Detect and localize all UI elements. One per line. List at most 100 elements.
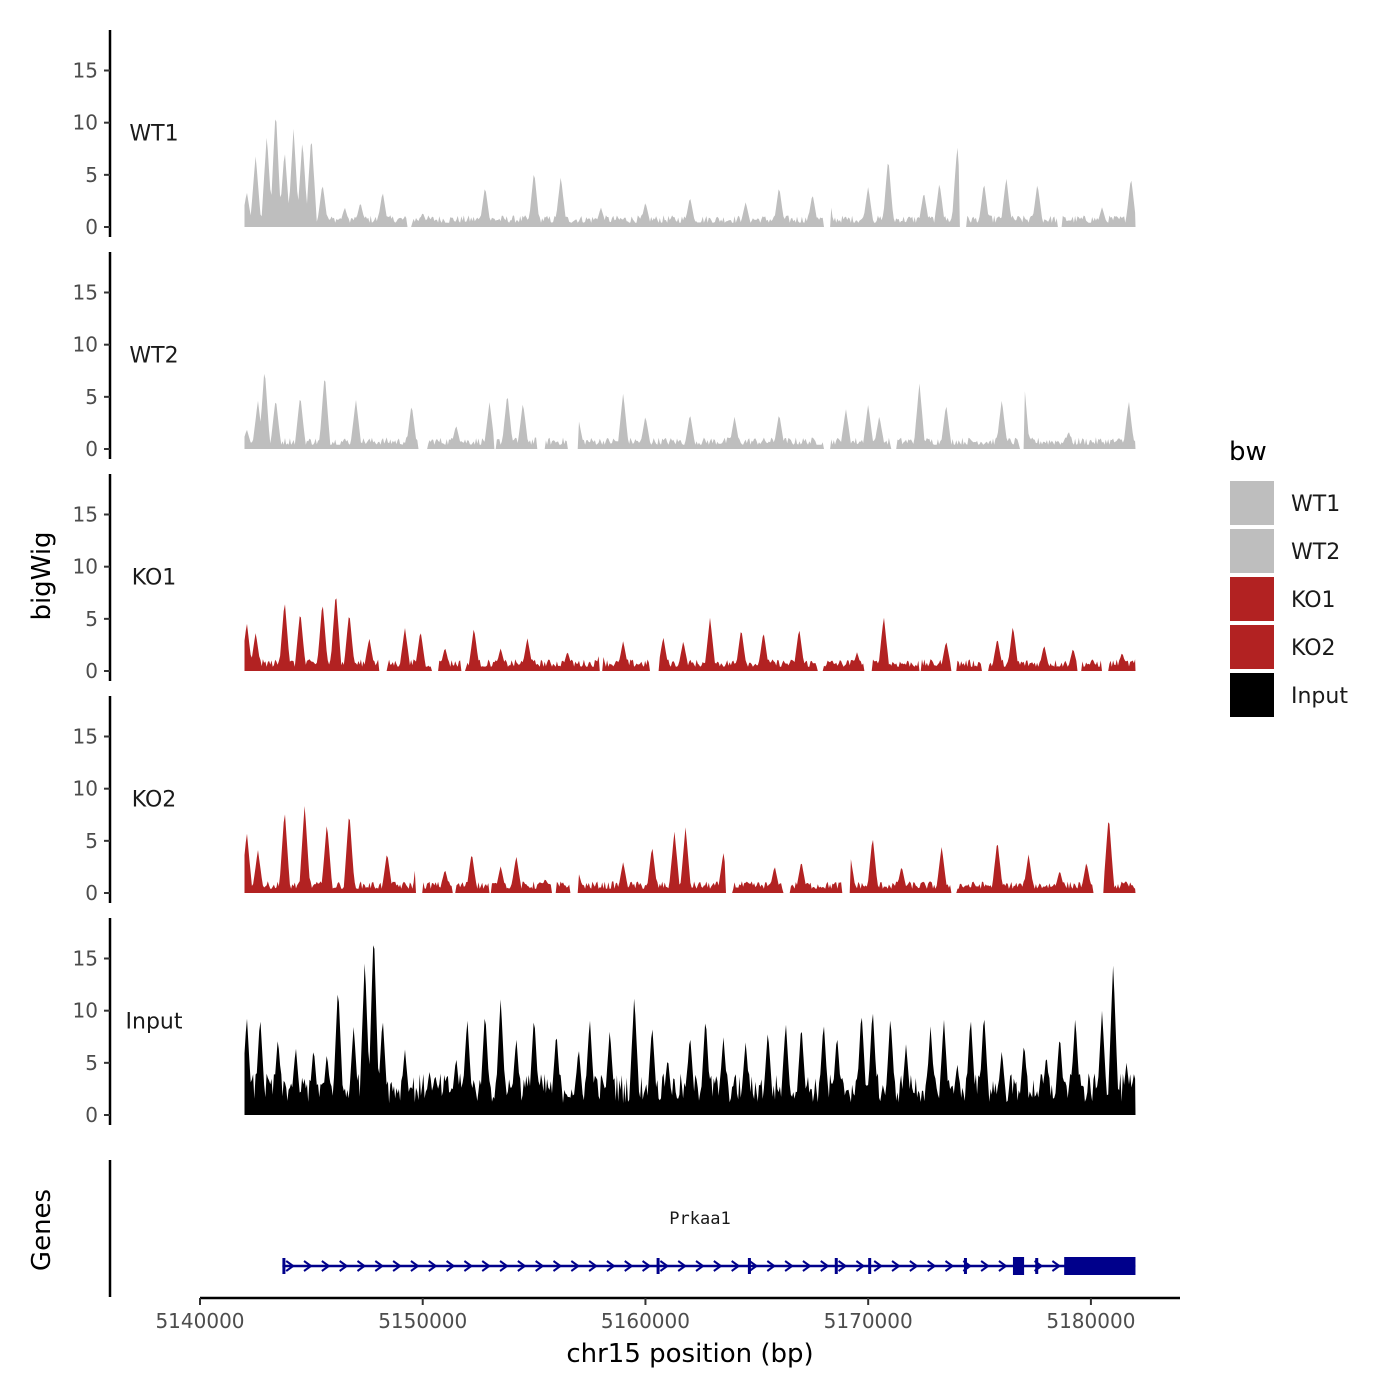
strand-arrow-icon — [463, 1260, 474, 1272]
track-label-wt1: WT1 — [129, 121, 178, 146]
strand-arrow-icon — [1051, 1260, 1062, 1272]
x-tick-label: 5170000 — [824, 1309, 913, 1333]
strand-arrow-icon — [481, 1260, 491, 1272]
legend-swatch-wt1 — [1228, 479, 1276, 527]
y-tick-label: 10 — [73, 999, 98, 1023]
genes-track-title: Genes — [27, 1189, 57, 1271]
strand-arrow-icon — [766, 1260, 777, 1272]
strand-arrow-icon — [285, 1260, 295, 1272]
y-tick-label: 15 — [73, 503, 98, 527]
strand-arrow-icon — [428, 1260, 438, 1272]
strand-arrow-icon — [837, 1260, 848, 1272]
strand-arrow-icon — [641, 1260, 652, 1272]
strand-arrow-icon — [731, 1260, 741, 1272]
strand-arrow-icon — [517, 1260, 527, 1272]
strand-arrow-icon — [855, 1260, 866, 1272]
y-axis-title: bigWig — [27, 531, 57, 620]
strand-arrow-icon — [748, 1260, 759, 1272]
strand-arrow-icon — [374, 1260, 385, 1272]
legend-swatch-ko2 — [1228, 623, 1276, 671]
track-label-ko1: KO1 — [132, 565, 177, 590]
strand-arrow-icon — [392, 1260, 402, 1272]
track-input: 0 5 10 15 Input — [73, 918, 1136, 1127]
y-tick-label: 5 — [85, 1051, 98, 1075]
x-tick-label: 5150000 — [378, 1309, 467, 1333]
strand-arrow-icon — [659, 1260, 670, 1272]
x-tick-label: 5160000 — [601, 1309, 690, 1333]
strand-arrow-icon — [499, 1260, 509, 1272]
x-tick-label: 5140000 — [155, 1309, 244, 1333]
gene-exon — [656, 1258, 660, 1274]
y-tick-label: 0 — [85, 215, 98, 239]
legend-swatch-input — [1228, 671, 1276, 719]
y-tick-label: 15 — [73, 281, 98, 305]
y-tick-label: 10 — [73, 111, 98, 135]
strand-arrow-icon — [410, 1260, 420, 1272]
strand-arrow-icon — [570, 1260, 581, 1272]
strand-arrow-icon — [321, 1260, 331, 1272]
strand-arrow-icon — [820, 1260, 830, 1272]
track-ko2: 0 5 10 15 KO2 — [73, 696, 1136, 905]
legend-label-ko1: KO1 — [1291, 588, 1336, 613]
signal-area-wt2 — [244, 373, 1136, 449]
strand-arrow-icon — [927, 1260, 937, 1272]
legend-swatch-ko1 — [1228, 575, 1276, 623]
strand-arrow-icon — [677, 1260, 687, 1272]
y-tick-label: 5 — [85, 607, 98, 631]
track-wt1: 0 5 10 15 WT1 — [73, 30, 1136, 239]
strand-arrow-icon — [944, 1260, 955, 1272]
legend-title: bw — [1229, 437, 1267, 467]
legend-label-ko2: KO2 — [1291, 636, 1336, 661]
y-tick-label: 5 — [85, 829, 98, 853]
y-tick-label: 10 — [73, 333, 98, 357]
track-label-wt2: WT2 — [129, 343, 178, 368]
strand-arrow-icon — [303, 1260, 313, 1272]
y-tick-label: 0 — [85, 659, 98, 683]
strand-arrow-icon — [891, 1260, 901, 1272]
signal-area-ko1 — [244, 598, 1136, 671]
strand-arrow-icon — [552, 1260, 563, 1272]
legend: bw WT1 WT2 KO1 KO2 Input — [1228, 437, 1348, 719]
track-label-input: Input — [126, 1009, 183, 1034]
strand-arrow-icon — [873, 1260, 883, 1272]
tracks-layer: 0 5 10 15 WT1 0 5 10 15 WT2 0 5 10 15 KO1 0 5 10 15 KO2 0 5 10… — [73, 30, 1136, 1127]
y-tick-label: 15 — [73, 947, 98, 971]
signal-area-ko2 — [244, 806, 1136, 893]
signal-area-wt1 — [244, 119, 1136, 227]
y-tick-label: 0 — [85, 437, 98, 461]
gene-exon — [868, 1258, 872, 1274]
gene-exon — [1035, 1258, 1039, 1274]
strand-arrow-icon — [998, 1260, 1008, 1272]
genes-track: Prkaa1 — [108, 1160, 1136, 1297]
strand-arrow-icon — [624, 1260, 634, 1272]
strand-arrow-icon — [909, 1260, 919, 1272]
legend-label-input: Input — [1291, 684, 1348, 709]
strand-arrow-icon — [535, 1260, 545, 1272]
strand-arrow-icon — [339, 1260, 349, 1272]
strand-arrow-icon — [713, 1260, 723, 1272]
track-wt2: 0 5 10 15 WT2 — [73, 252, 1136, 461]
gene-exon — [1064, 1257, 1136, 1275]
legend-swatch-wt2 — [1228, 527, 1276, 575]
y-tick-label: 0 — [85, 1103, 98, 1127]
y-tick-label: 10 — [73, 777, 98, 801]
gene-exon — [834, 1258, 838, 1274]
y-tick-label: 5 — [85, 163, 98, 187]
y-tick-label: 10 — [73, 555, 98, 579]
x-axis: 5140000 5150000 5160000 5170000 5180000 — [155, 1296, 1180, 1333]
gene-exon — [963, 1258, 967, 1274]
x-tick-label: 5180000 — [1046, 1309, 1135, 1333]
signal-area-input — [244, 945, 1136, 1115]
y-tick-label: 15 — [73, 59, 98, 83]
strand-arrow-icon — [588, 1260, 598, 1272]
strand-arrow-icon — [606, 1260, 616, 1272]
strand-arrow-icon — [356, 1260, 367, 1272]
gene-exon — [282, 1258, 286, 1274]
y-tick-label: 5 — [85, 385, 98, 409]
track-ko1: 0 5 10 15 KO1 — [73, 474, 1136, 683]
strand-arrow-icon — [695, 1260, 705, 1272]
gene-name-label: Prkaa1 — [669, 1209, 730, 1229]
legend-label-wt2: WT2 — [1291, 540, 1340, 565]
x-axis-title: chr15 position (bp) — [566, 1339, 813, 1369]
